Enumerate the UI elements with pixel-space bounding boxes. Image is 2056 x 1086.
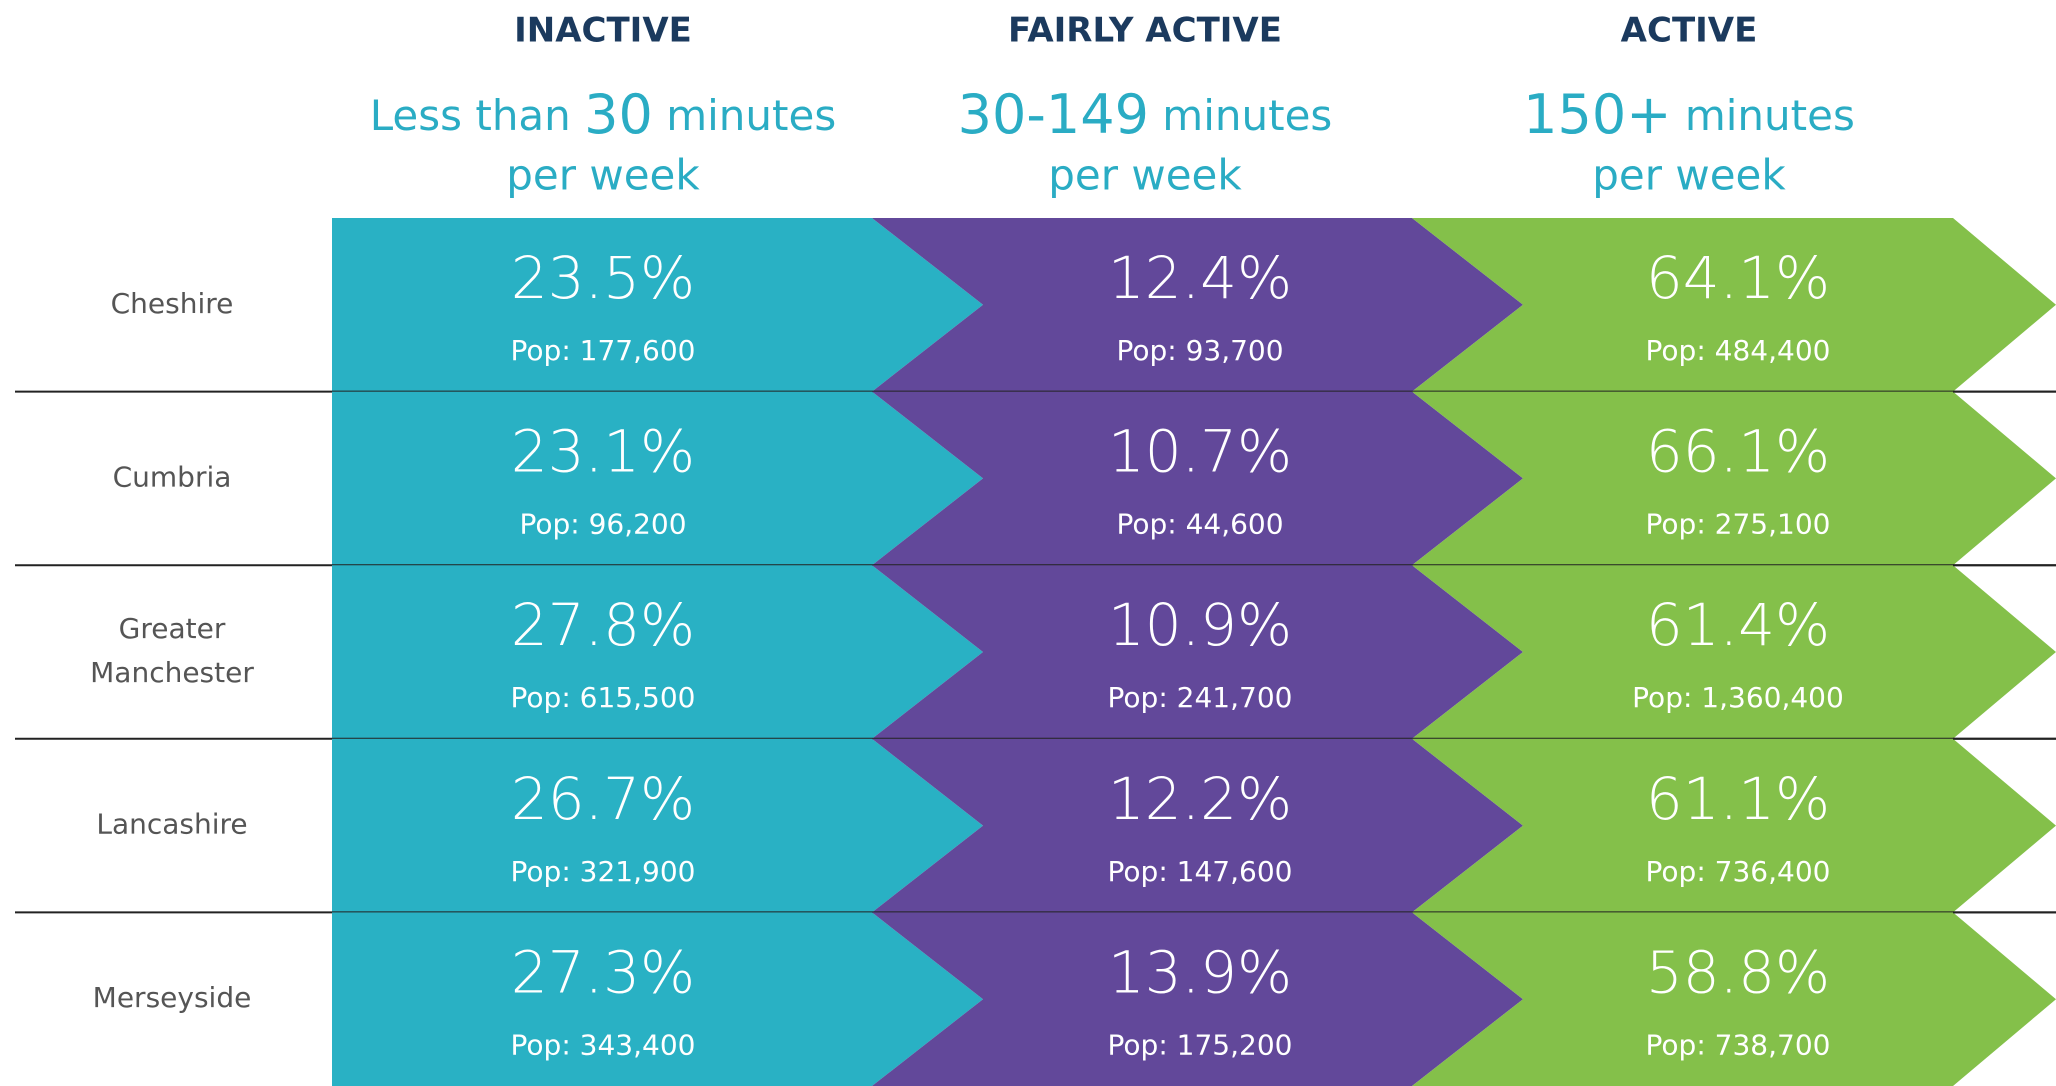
region-label: Manchester bbox=[90, 656, 254, 689]
chevron bbox=[332, 218, 983, 392]
chevron bbox=[872, 912, 1523, 1086]
population: Pop: 147,600 bbox=[1108, 855, 1293, 888]
percentage: 13.9% bbox=[1108, 938, 1292, 1006]
desc-number: 30-149 bbox=[958, 83, 1149, 146]
region-label: Merseyside bbox=[93, 981, 252, 1014]
region-label: Cumbria bbox=[113, 460, 232, 493]
column-desc-line2: per week bbox=[1048, 151, 1242, 200]
chevron bbox=[1412, 912, 2056, 1086]
percentage: 27.8% bbox=[511, 591, 695, 659]
chevron bbox=[1412, 218, 2056, 392]
chevron bbox=[872, 391, 1523, 566]
population: Pop: 44,600 bbox=[1116, 508, 1283, 541]
percentage: 27.3% bbox=[511, 938, 695, 1006]
population: Pop: 177,600 bbox=[511, 334, 696, 367]
chevron bbox=[332, 738, 983, 913]
population: Pop: 275,100 bbox=[1646, 508, 1831, 541]
column-desc: 30-149 minutes bbox=[958, 83, 1333, 146]
percentage: 61.1% bbox=[1646, 765, 1830, 833]
percentage: 23.5% bbox=[511, 244, 695, 312]
chevron bbox=[1412, 565, 2056, 739]
desc-number: 30 bbox=[584, 83, 653, 146]
percentage: 12.4% bbox=[1108, 244, 1292, 312]
population: Pop: 1,360,400 bbox=[1632, 681, 1844, 714]
population: Pop: 736,400 bbox=[1646, 855, 1831, 888]
region-label: Lancashire bbox=[96, 808, 247, 841]
chevron bbox=[872, 738, 1523, 913]
column-desc: 150+ minutes bbox=[1523, 83, 1855, 146]
region-label: Greater bbox=[119, 612, 226, 645]
population: Pop: 615,500 bbox=[511, 681, 696, 714]
desc-text: minutes bbox=[1671, 91, 1854, 140]
chevron bbox=[332, 912, 983, 1086]
desc-text: Less than bbox=[370, 91, 584, 140]
population: Pop: 96,200 bbox=[519, 508, 686, 541]
chevron bbox=[332, 391, 983, 566]
chevron bbox=[1412, 391, 2056, 566]
percentage: 66.1% bbox=[1646, 418, 1830, 486]
population: Pop: 343,400 bbox=[511, 1028, 696, 1061]
percentage: 26.7% bbox=[511, 765, 695, 833]
percentage: 23.1% bbox=[511, 418, 695, 486]
chevron bbox=[872, 218, 1523, 392]
population: Pop: 175,200 bbox=[1108, 1028, 1293, 1061]
percentage: 61.4% bbox=[1646, 591, 1830, 659]
percentage: 58.8% bbox=[1646, 938, 1830, 1006]
region-label: Cheshire bbox=[111, 287, 234, 320]
column-desc-line2: per week bbox=[506, 151, 700, 200]
population: Pop: 738,700 bbox=[1646, 1028, 1831, 1061]
population: Pop: 484,400 bbox=[1646, 334, 1831, 367]
desc-text: minutes bbox=[653, 91, 836, 140]
population: Pop: 93,700 bbox=[1116, 334, 1283, 367]
column-title: ACTIVE bbox=[1621, 11, 1758, 51]
desc-number: 150+ bbox=[1523, 83, 1671, 146]
desc-text: minutes bbox=[1149, 91, 1332, 140]
chevron bbox=[872, 565, 1523, 739]
column-title: INACTIVE bbox=[514, 11, 692, 51]
column-desc-line2: per week bbox=[1592, 151, 1786, 200]
chevron bbox=[1412, 738, 2056, 913]
percentage: 10.7% bbox=[1108, 418, 1292, 486]
population: Pop: 241,700 bbox=[1108, 681, 1293, 714]
column-desc: Less than 30 minutes bbox=[370, 83, 837, 146]
column-title: FAIRLY ACTIVE bbox=[1008, 11, 1282, 51]
chevron bbox=[332, 565, 983, 739]
population: Pop: 321,900 bbox=[511, 855, 696, 888]
percentage: 12.2% bbox=[1108, 765, 1292, 833]
percentage: 64.1% bbox=[1646, 244, 1830, 312]
percentage: 10.9% bbox=[1108, 591, 1292, 659]
